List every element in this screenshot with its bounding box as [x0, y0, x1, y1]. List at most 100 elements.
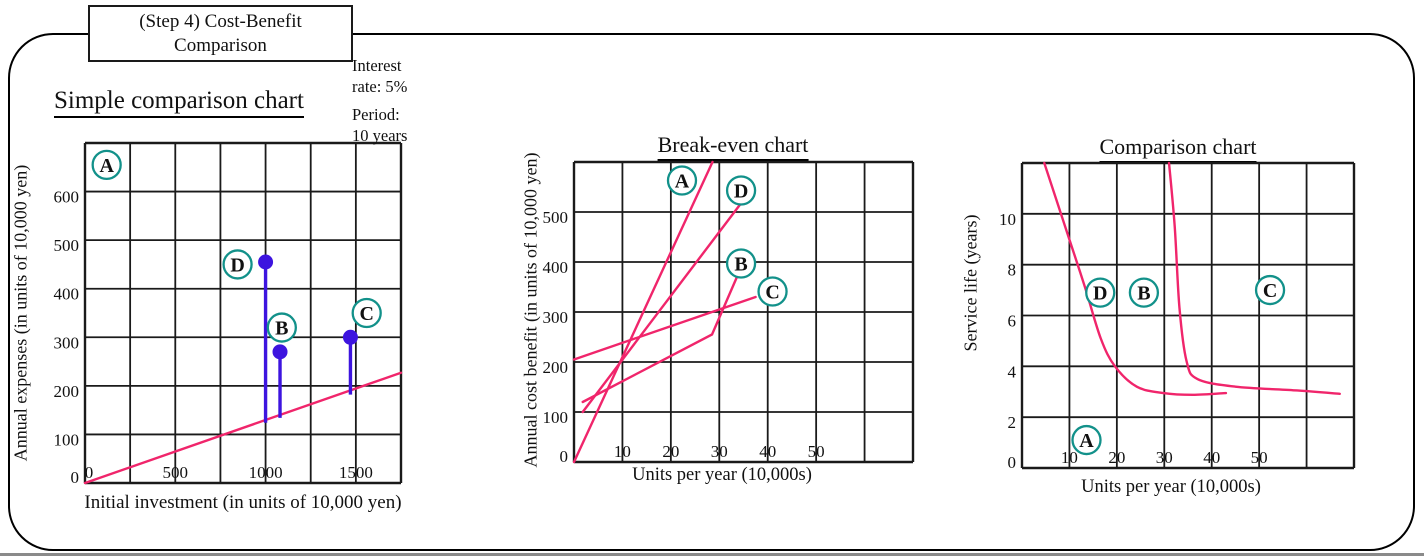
period-note: Period: 10 years [352, 105, 442, 147]
option-D-stem [258, 254, 274, 423]
y-tick-label: 100 [543, 408, 569, 427]
point-label-letter-D: D [1093, 283, 1107, 305]
simple-comparison-chart-title: Simple comparison chart [54, 87, 304, 118]
x-tick-label: 10 [1061, 448, 1078, 467]
point-label-circle-A [1071, 424, 1102, 456]
point-label-letter-D: D [230, 254, 244, 276]
x-tick-label: 40 [759, 442, 776, 461]
step-title-line2: Comparison [174, 34, 267, 56]
point-label-B: B [266, 312, 297, 343]
tick-labels: 10 20 30 40 50 0 2 4 6 8 10 [999, 210, 1268, 472]
x-tick-label: 1000 [249, 463, 283, 482]
y-tick-label: 10 [999, 210, 1016, 229]
y-tick-label: 400 [543, 258, 569, 277]
comparison-x-axis-label: Units per year (10,000s) [1081, 477, 1261, 497]
break-even-plot-area: 10 20 30 40 50 0 100 200 300 400 500 A D B C [543, 160, 915, 466]
x-tick-label: 30 [711, 442, 728, 461]
service-life-curve-2 [1167, 161, 1341, 395]
x-tick-label: 1500 [339, 463, 373, 482]
x-tick-label: 40 [1203, 448, 1220, 467]
break-even-chart-title: Break-even chart [657, 132, 809, 161]
point-label-circle-D [1085, 277, 1116, 308]
y-tick-label: 4 [1008, 362, 1017, 381]
point-label-letter-A: A [1079, 430, 1094, 452]
point-label-circle-A [91, 149, 122, 181]
comparison-y-axis-label: Service life (years) [960, 214, 981, 352]
point-label-circle-B [266, 312, 297, 343]
point-label-D: D [222, 249, 253, 280]
y-tick-label: 500 [543, 208, 569, 227]
assumption-notes: Interest rate: 5% Period: 10 years [352, 56, 442, 154]
x-tick-label: 50 [808, 442, 825, 461]
y-tick-label: 300 [543, 308, 569, 327]
y-tick-label: 6 [1008, 312, 1017, 331]
y-tick-label: 300 [54, 333, 80, 352]
y-tick-label: 0 [1008, 453, 1017, 472]
y-tick-label: 200 [54, 382, 80, 401]
plan-A-line [572, 160, 714, 464]
grid-lines [83, 141, 403, 485]
step-title-line1: (Step 4) Cost-Benefit [139, 10, 302, 32]
y-tick-label: 0 [560, 447, 569, 466]
point-label-A: A [91, 149, 122, 181]
period-note-line2: 10 years [352, 125, 408, 145]
page-bottom-divider [0, 553, 1424, 556]
point-label-circle-C [757, 276, 788, 307]
point-label-circle-D [222, 249, 253, 280]
x-tick-label: 500 [163, 463, 189, 482]
point-label-A: A [666, 165, 698, 196]
point-label-letter-C: C [765, 282, 779, 304]
interest-rate-note-line1: Interest [352, 56, 402, 75]
comparison-plot-area: 10 20 30 40 50 0 2 4 6 8 10 D B C A [999, 161, 1356, 472]
point-label-letter-B: B [275, 318, 288, 340]
chart-svg: 10 20 30 40 50 0 2 4 6 8 10 D B C A [999, 161, 1356, 472]
interest-rate-note: Interest rate: 5% [352, 56, 442, 98]
point-label-letter-A: A [675, 171, 690, 193]
point-label-letter-C: C [359, 303, 373, 325]
point-label-letter-C: C [1263, 280, 1277, 302]
y-tick-label: 400 [54, 285, 80, 304]
break-even-x-axis-label: Units per year (10,000s) [632, 465, 812, 485]
option-B-stem-dot [272, 344, 288, 360]
point-label-circle-C [1254, 274, 1286, 306]
point-label-B: B [1128, 277, 1160, 308]
x-tick-label: 0 [85, 463, 94, 482]
point-label-C: C [351, 297, 382, 329]
x-tick-label: 20 [662, 442, 679, 461]
point-label-D: D [1085, 277, 1116, 308]
plan-B-line [581, 271, 740, 404]
y-tick-label: 500 [54, 236, 80, 255]
y-tick-label: 100 [54, 430, 80, 449]
point-label-C: C [1254, 274, 1286, 306]
point-label-circle-B [725, 248, 757, 279]
y-tick-label: 600 [54, 188, 80, 207]
interest-rate-note-line2: rate: 5% [352, 76, 408, 96]
point-label-circle-C [351, 297, 382, 329]
plan-C-line [572, 295, 757, 361]
y-tick-label: 0 [71, 468, 80, 487]
point-label-C: C [757, 276, 788, 307]
service-life-curve-1 [1043, 161, 1228, 397]
point-label-letter-B: B [734, 254, 747, 276]
grid-lines [572, 160, 915, 464]
rounded-frame [8, 33, 1415, 551]
point-label-B: B [725, 248, 757, 279]
point-label-circle-D [725, 175, 757, 206]
x-tick-label: 10 [614, 442, 631, 461]
simple-comparison-x-axis-label: Initial investment (in units of 10,000 y… [84, 492, 402, 513]
step-title-box: (Step 4) Cost-Benefit Comparison [88, 5, 353, 62]
y-tick-label: 2 [1008, 413, 1017, 432]
point-label-A: A [1071, 424, 1102, 456]
point-label-letter-B: B [1137, 283, 1150, 305]
plan-D-line [581, 203, 742, 414]
point-label-circle-A [666, 165, 698, 196]
y-tick-label: 200 [543, 358, 569, 377]
option-C-stem-dot [342, 329, 358, 345]
break-even-y-axis-label: Annual cost benefit (in units of 10,000 … [520, 152, 541, 468]
x-tick-label: 30 [1156, 448, 1173, 467]
point-label-circle-B [1128, 277, 1160, 308]
x-tick-label: 20 [1108, 448, 1125, 467]
